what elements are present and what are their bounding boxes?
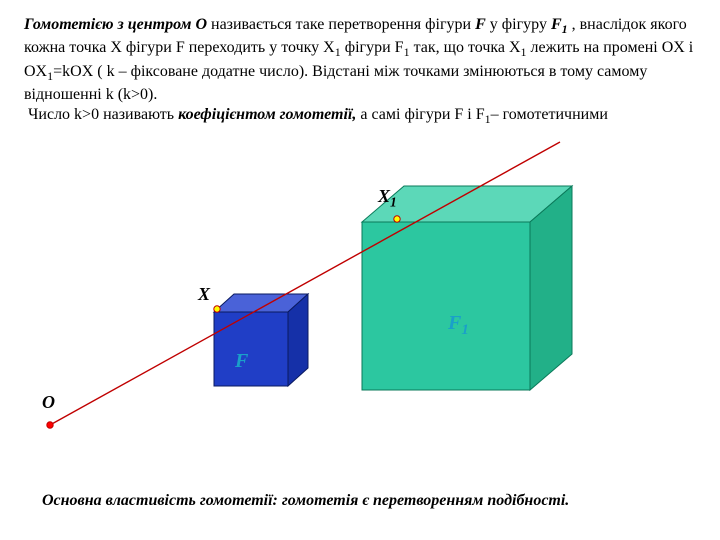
point-x1 bbox=[394, 216, 400, 222]
label-f1: F1 bbox=[448, 312, 469, 339]
label-o: O bbox=[42, 392, 55, 413]
label-f: F bbox=[235, 350, 248, 373]
cube-large bbox=[362, 186, 572, 390]
point-x bbox=[214, 306, 220, 312]
label-x1: X1 bbox=[378, 186, 397, 211]
homothety-diagram bbox=[0, 0, 720, 540]
label-x: X bbox=[198, 284, 210, 305]
point-o bbox=[47, 422, 53, 428]
